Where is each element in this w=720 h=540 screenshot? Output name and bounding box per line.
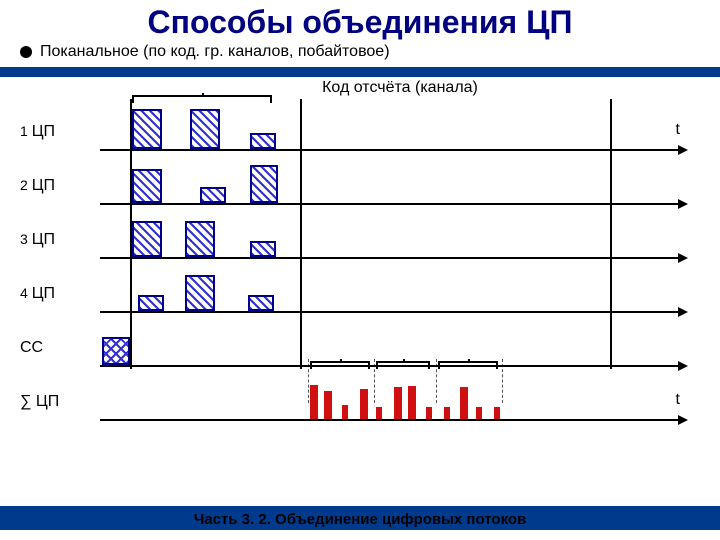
- sum-bar: [310, 385, 318, 419]
- sample-box: [132, 109, 162, 149]
- sample-box: [185, 275, 215, 311]
- sum-bar: [444, 407, 450, 419]
- row-label: ∑ ЦП: [20, 393, 59, 411]
- row-label: 2 ЦП: [20, 177, 55, 195]
- sync-box: [102, 337, 130, 365]
- page-title: Способы объединения ЦП: [0, 0, 720, 43]
- time-axis: [100, 365, 680, 367]
- subtitle-text: Поканальное (по код. гр. каналов, побайт…: [40, 43, 390, 61]
- chart-row: 1 ЦП t: [20, 99, 680, 151]
- time-axis: [100, 257, 680, 259]
- sum-bar: [376, 407, 382, 419]
- chart-row: СС: [20, 315, 680, 367]
- chart-row: ∑ ЦП t: [20, 369, 680, 421]
- sum-bar: [426, 407, 432, 419]
- code-label: Код отсчёта (канала): [0, 77, 720, 99]
- sample-box: [138, 295, 164, 311]
- subtitle-row: Поканальное (по код. гр. каналов, побайт…: [0, 43, 720, 61]
- row-label: СС: [20, 339, 43, 357]
- timing-chart: 1 ЦП t 2 ЦП 3 ЦП 4 ЦП СС ∑ ЦП t: [20, 99, 700, 479]
- time-axis: [100, 311, 680, 313]
- chart-row: 3 ЦП: [20, 207, 680, 259]
- sum-bar: [394, 387, 402, 419]
- sum-bar: [476, 407, 482, 419]
- sample-box: [250, 165, 278, 203]
- chart-row: 4 ЦП: [20, 261, 680, 313]
- sum-bar: [360, 389, 368, 419]
- footer-text: Часть 3. 2. Объединение цифровых потоков: [0, 511, 720, 528]
- sample-box: [185, 221, 215, 257]
- sample-box: [250, 133, 276, 149]
- row-label: 4 ЦП: [20, 285, 55, 303]
- sum-bar: [460, 387, 468, 419]
- arrow-icon: [678, 415, 688, 425]
- row-label: 1 ЦП: [20, 123, 55, 141]
- sample-box: [132, 169, 162, 203]
- row-label: 3 ЦП: [20, 231, 55, 249]
- sample-box: [248, 295, 274, 311]
- bullet-icon: [20, 46, 32, 58]
- sum-bar: [494, 407, 500, 419]
- sample-box: [250, 241, 276, 257]
- time-axis: [100, 419, 680, 421]
- header-bar: [0, 67, 720, 77]
- time-axis: [100, 149, 680, 151]
- sum-bar: [342, 405, 348, 419]
- sum-bar: [408, 386, 416, 419]
- t-label: t: [676, 121, 680, 139]
- sample-box: [132, 221, 162, 257]
- sample-box: [200, 187, 226, 203]
- t-label: t: [676, 391, 680, 409]
- sample-box: [190, 109, 220, 149]
- time-axis: [100, 203, 680, 205]
- sum-bar: [324, 391, 332, 419]
- chart-row: 2 ЦП: [20, 153, 680, 205]
